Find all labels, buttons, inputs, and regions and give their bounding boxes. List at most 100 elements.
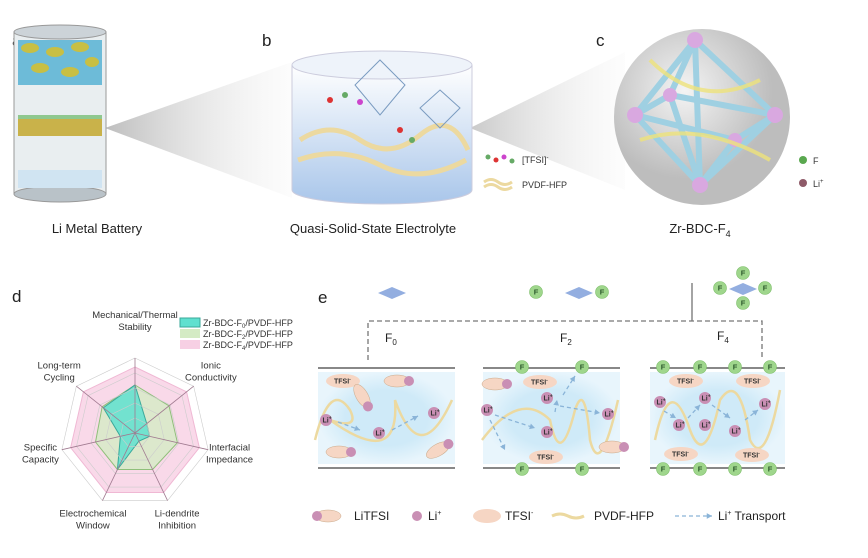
zr-bdc-f0-linker-icon [378,287,406,299]
zr-bdc-f4-linker-icon [729,283,757,295]
radar-axis-label: Mechanical/Thermal Stability [92,310,178,333]
li-transport-arrow [562,375,576,396]
li-ion: Li+ [699,392,711,404]
arrow-head [569,376,575,382]
svg-text:TFSI-: TFSI- [672,450,689,459]
svg-text:Li+: Li+ [544,428,553,437]
group-label-f2: F2 [560,331,572,347]
legend-li-icon [412,511,422,521]
fluorine-atom: F [515,462,529,476]
svg-text:F: F [520,465,525,474]
legend-f: F [813,156,819,166]
li-ion: Li+ [481,404,493,416]
arrow-head [354,425,360,431]
svg-text:Li+: Li+ [702,394,711,403]
tfsi-anion: TFSI- [669,374,703,388]
arrow-head [694,405,700,411]
fluorine-atom: F [728,462,742,476]
litfsi-pair [353,384,373,412]
li-transport-arrow [489,419,506,451]
legend-tfsi: [TFSI]- [522,155,549,165]
fluorine-atom: F [736,266,750,280]
legend-tfsi-icon [473,509,501,523]
li-ion: Li+ [654,396,666,408]
panel-b-letter: b [262,31,271,50]
radar-legend: Zr-BDC-F0/PVDF-HFPZr-BDC-F2/PVDF-HFPZr-B… [179,317,293,352]
svg-text:F: F [661,465,666,474]
li-ion: Li+ [428,407,440,419]
radar-axis [134,432,168,501]
fluorine-atom: F [575,462,589,476]
legend-label: Zr-BDC-F0/PVDF-HFP [203,318,293,330]
panel-a-caption: Li Metal Battery [52,221,143,236]
svg-text:F: F [733,363,738,372]
svg-text:F: F [741,269,746,278]
fluorine-atom: F [656,462,670,476]
li-ion: Li+ [759,398,771,410]
li-ion: Li+ [699,419,711,431]
radar-axis [76,385,136,434]
legend-swatch [179,317,201,328]
pvdf-hfp-chain [653,389,782,450]
tfsi-anion: TFSI- [664,447,698,461]
svg-text:F: F [534,288,539,297]
group-label-f0: F0 [385,331,397,347]
fluorine-atom: F [595,285,609,299]
radar-axis-label: Ionic Conductivity [185,361,237,384]
li-metal-battery-illustration [13,24,107,203]
radar-chart: Mechanical/Thermal Stability Ionic Conducti… [22,310,253,531]
svg-text:Li+: Li+ [431,409,440,418]
panel-e-mechanism: F F F F F F F0 F2 F4 TFSI- Li+ Li+ Li+ F F F F TFSI- TFSI-… [312,266,786,523]
arrow-head [724,412,730,418]
legend-label: Zr-BDC-F2/PVDF-HFP [203,329,293,341]
li-ion: Li+ [729,425,741,437]
panel-e-letter: e [318,288,327,307]
arrow-head [752,410,758,416]
svg-text:F: F [698,465,703,474]
legend-pvdf: PVDF-HFP [522,180,567,190]
radar-axis-label: Li-dendrite Inhibition [155,508,200,531]
legend-swatch [180,329,200,338]
svg-text:TFSI-: TFSI- [531,378,548,387]
panel-c-legend: F Li+ [799,156,824,189]
radar-ring [90,387,180,474]
fluorine-atom: F [656,360,670,374]
radar-axis-label: Electrochemical Window [59,508,126,531]
svg-text:F: F [661,363,666,372]
fluorine-atom: F [763,360,777,374]
li-transport-arrow [494,414,536,429]
panel-c-caption: Zr-BDC-F4 [669,221,730,239]
radar-axis [61,432,136,451]
svg-text:F: F [768,465,773,474]
li-ion: Li+ [373,427,385,439]
legend-pvdf-hfp: PVDF-HFP [594,509,654,523]
pvdf-hfp-chain [481,398,620,455]
arrow-head [529,423,535,430]
panel-d-letter: d [12,287,21,306]
radar-ring [61,357,209,501]
zoom-cone-a-b [105,62,292,198]
pvdf-hfp-chain [313,398,454,443]
fluorine-atom: F [758,281,772,295]
svg-text:Li+: Li+ [732,427,741,436]
svg-text:F: F [600,288,605,297]
arrow-head [594,409,600,415]
legend-litfsi: LiTFSI [354,509,389,523]
zoom-cone-b-c [470,52,625,190]
radar-ring [120,417,150,447]
litfsi-pair [325,445,356,459]
fluorine-atom: F [693,462,707,476]
legend-li: Li+ [813,179,824,189]
fluorine-atom-icon [799,156,807,164]
radar-axis [134,385,194,434]
litfsi-pair [598,440,629,454]
radar-ring [76,372,194,488]
panel-b-legend: [TFSI]- PVDF-HFP [483,154,567,191]
svg-text:TFSI-: TFSI- [677,377,694,386]
arrow-head [500,444,506,450]
svg-text:Li+: Li+ [762,400,771,409]
svg-text:TFSI-: TFSI- [537,453,554,462]
li-ion: Li+ [541,392,553,404]
dashed-bracket [367,320,763,360]
